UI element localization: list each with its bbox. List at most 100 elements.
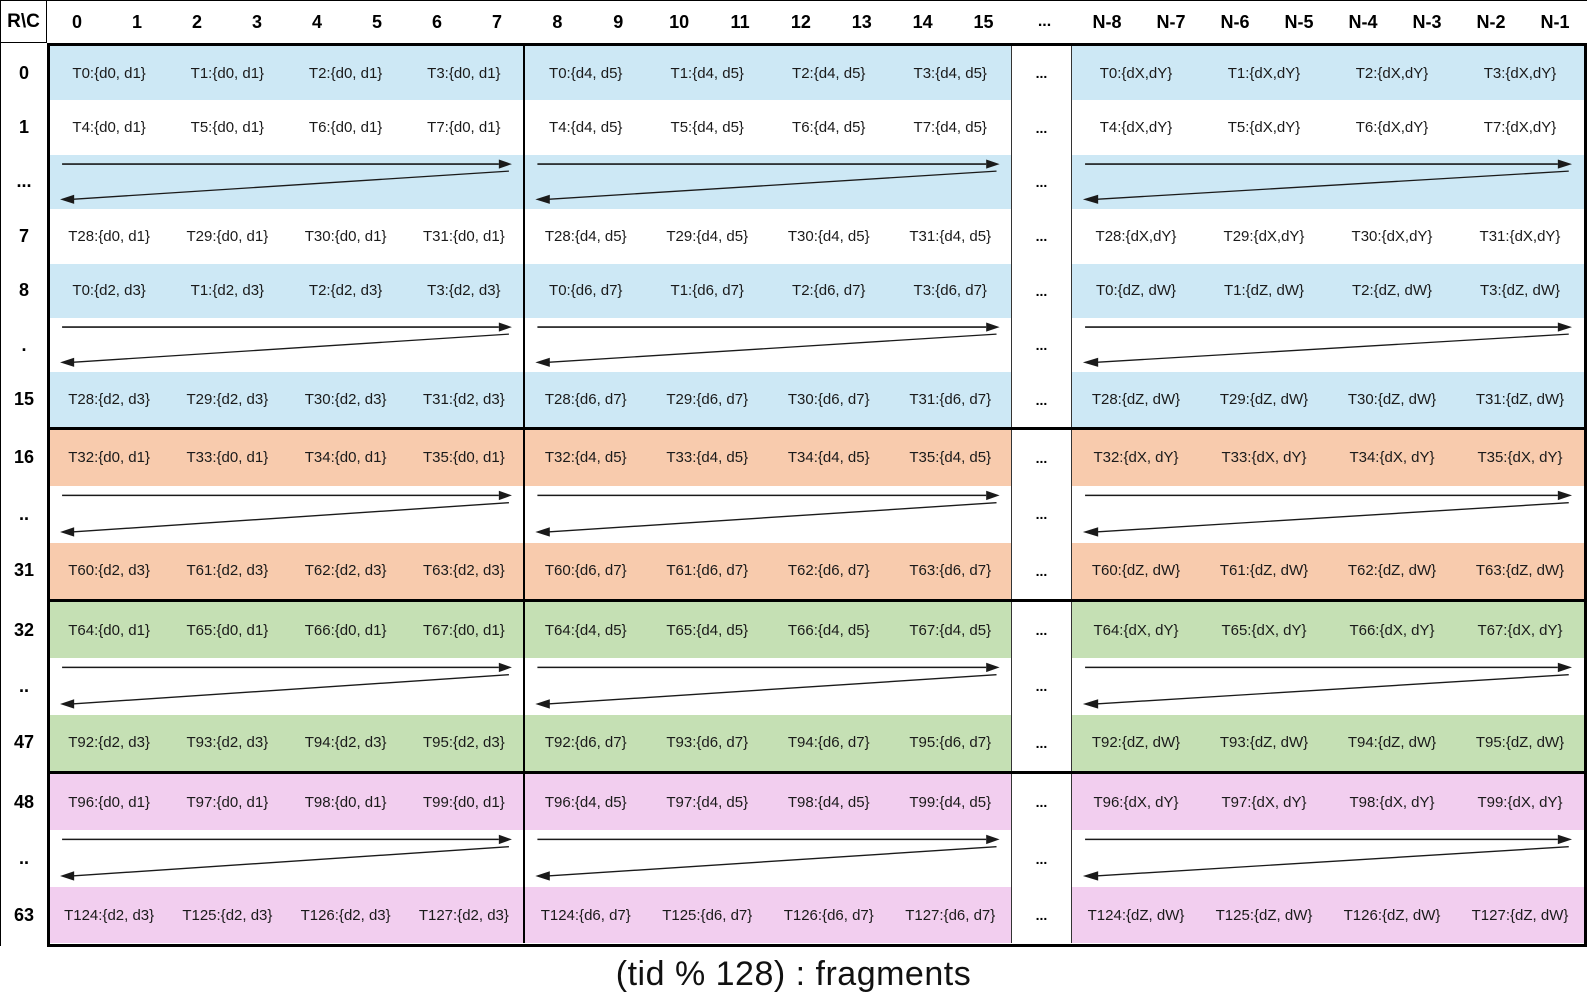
fragment-cell: T61:{d2, d3} [186,562,269,580]
fragment-cell: T34:{d4, d5} [787,449,870,467]
fragment-cell: T92:{d6, d7} [544,734,627,752]
row-label: ... [16,171,32,192]
table-row: T28:{d2, d3} T29:{d2, d3} T30:{d2, d3} T31:… [50,372,1584,427]
col-group-2 [1072,658,1584,714]
snake-arrow-icon [1082,662,1573,709]
col-group-0 [50,154,525,210]
row-label: 63 [13,904,35,925]
row-label: 8 [18,280,29,301]
band-separator [50,426,1584,430]
fragment-cell: T28:{dX,dY} [1095,227,1177,245]
col-header-3: 3 [251,11,262,32]
col-group-2: T92:{dZ, dW} T93:{dZ, dW} T94:{dZ, dW} T95:… [1072,714,1584,772]
ellipsis-cell: ... [1012,601,1072,659]
snake-arrow-icon [60,662,512,709]
fragment-cell: T3:{d4, d5} [913,64,987,82]
snake-arrow-icon [535,490,1000,537]
table-row: T96:{d0, d1} T97:{d0, d1} T98:{d0, d1} T99:… [50,774,1584,831]
fragment-cell: T1:{d6, d7} [670,282,744,300]
row-label: 16 [13,447,35,468]
col-group-0 [50,486,525,543]
snake-arrow-icon [1082,490,1573,537]
col-group-0 [50,317,525,373]
snake-arrow-icon [60,490,512,537]
col-header-10: 10 [669,11,690,32]
fragment-cell: T33:{d0, d1} [186,449,269,467]
fragment-cell: T2:{d6, d7} [792,282,866,300]
fragment-cell: T30:{dX,dY} [1351,227,1433,245]
fragment-cell: T30:{d0, d1} [304,227,387,245]
fragment-cell: T98:{dX, dY} [1349,793,1435,811]
row-label: 15 [13,389,35,410]
table-body: 0 1... 7 8. 15 16.. 31 32.. 47 48.. 63 T0:{d0, d1}… [1,43,1587,947]
fragment-cell: T29:{d4, d5} [666,227,749,245]
fragment-cell: T1:{d2, d3} [190,282,265,300]
fragment-cell: T28:{d4, d5} [544,227,627,245]
snake-arrow-icon [60,835,512,882]
fragment-cell: T66:{dX, dY} [1349,621,1435,639]
fragment-cell: T30:{d6, d7} [787,391,870,409]
col-group-header-1: 8 9 10 11 12 13 14 15 [527,1,1014,43]
fragment-cell: T124:{d2, d3} [64,906,155,924]
fragment-cell: T4:{dX,dY} [1099,119,1173,137]
fragment-cell: T1:{dX,dY} [1227,64,1301,82]
col-group-0: T0:{d2, d3} T1:{d2, d3} T2:{d2, d3} T3:{d2,… [50,263,525,318]
col-header-2: 2 [191,11,202,32]
fragment-cell: T96:{d4, d5} [544,793,627,811]
fragment-cell: T34:{dX, dY} [1349,449,1435,467]
fragment-cell: T60:{d6, d7} [544,562,627,580]
fragment-cell: T98:{d0, d1} [304,793,387,811]
fragment-cell: T28:{d2, d3} [68,391,150,409]
table-row: T32:{d0, d1} T33:{d0, d1} T34:{d0, d1} T35:… [50,429,1584,487]
corner-label: R\C [1,1,47,43]
fragment-cell: T4:{d4, d5} [549,119,623,137]
fragment-cell: T95:{d2, d3} [423,734,505,752]
fragment-cell: T31:{d4, d5} [909,227,992,245]
ellipsis-column-header: ... [1037,13,1052,30]
col-header-12: 12 [790,11,811,32]
fragment-cell: T0:{dZ, dW} [1095,282,1177,300]
col-group-2: T124:{dZ, dW} T125:{dZ, dW} T126:{dZ, dW} T… [1072,886,1584,944]
col-group-1 [525,486,1012,543]
fragment-cell: T5:{dX,dY} [1227,119,1301,137]
col-group-1: T28:{d6, d7} T29:{d6, d7} T30:{d6, d7} T31:… [525,372,1012,427]
col-header-N-7: N-7 [1156,11,1186,32]
caption-area: (tid % 128) : fragments [0,946,1587,1002]
fragment-cell: T30:{d4, d5} [787,227,870,245]
fragment-cell: T29:{dZ, dW} [1219,391,1309,409]
col-group-2: T96:{dX, dY} T97:{dX, dY} T98:{dX, dY} T99:… [1072,774,1584,831]
row-label: 48 [13,791,35,812]
ellipsis-cell: ... [1012,100,1072,155]
col-group-2: T64:{dX, dY} T65:{dX, dY} T66:{dX, dY} T67:… [1072,601,1584,659]
col-header-8: 8 [552,11,563,32]
fragment-cell: T0:{d2, d3} [72,282,146,300]
table-row: ... [50,486,1584,543]
fragment-cell: T1:{d4, d5} [670,64,744,82]
fragment-cell: T93:{d2, d3} [186,734,269,752]
col-group-1 [525,154,1012,210]
row-label: 7 [18,225,29,246]
col-header-15: 15 [973,11,994,32]
fragment-cell: T31:{d0, d1} [423,227,505,245]
fragment-cell: T63:{d6, d7} [909,562,992,580]
col-group-1: T64:{d4, d5} T65:{d4, d5} T66:{d4, d5} T67:… [525,601,1012,659]
fragment-cell: T3:{d6, d7} [913,282,987,300]
fragment-cell: T2:{dX,dY} [1355,64,1429,82]
col-group-0: T60:{d2, d3} T61:{d2, d3} T62:{d2, d3} T63:… [50,542,525,599]
fragment-cell: T62:{dZ, dW} [1347,562,1437,580]
row-label: .. [18,848,29,869]
fragment-cell: T124:{d6, d7} [540,906,631,924]
col-group-1: T32:{d4, d5} T33:{d4, d5} T34:{d4, d5} T35:… [525,429,1012,487]
col-group-2: T28:{dX,dY} T29:{dX,dY} T30:{dX,dY} T31:{dX… [1072,209,1584,263]
fragment-cell: T35:{d0, d1} [423,449,505,467]
col-group-0: T92:{d2, d3} T93:{d2, d3} T94:{d2, d3} T95:… [50,714,525,772]
fragment-cell: T60:{dZ, dW} [1091,562,1181,580]
fragment-cell: T29:{d6, d7} [666,391,749,409]
col-header-7: 7 [491,11,502,32]
fragment-cell: T94:{d6, d7} [787,734,870,752]
band-separator [50,771,1584,775]
fragment-cell: T93:{dZ, dW} [1219,734,1309,752]
row-label: 47 [13,732,35,753]
fragment-cell: T5:{d4, d5} [670,119,744,137]
col-group-2 [1072,830,1584,886]
